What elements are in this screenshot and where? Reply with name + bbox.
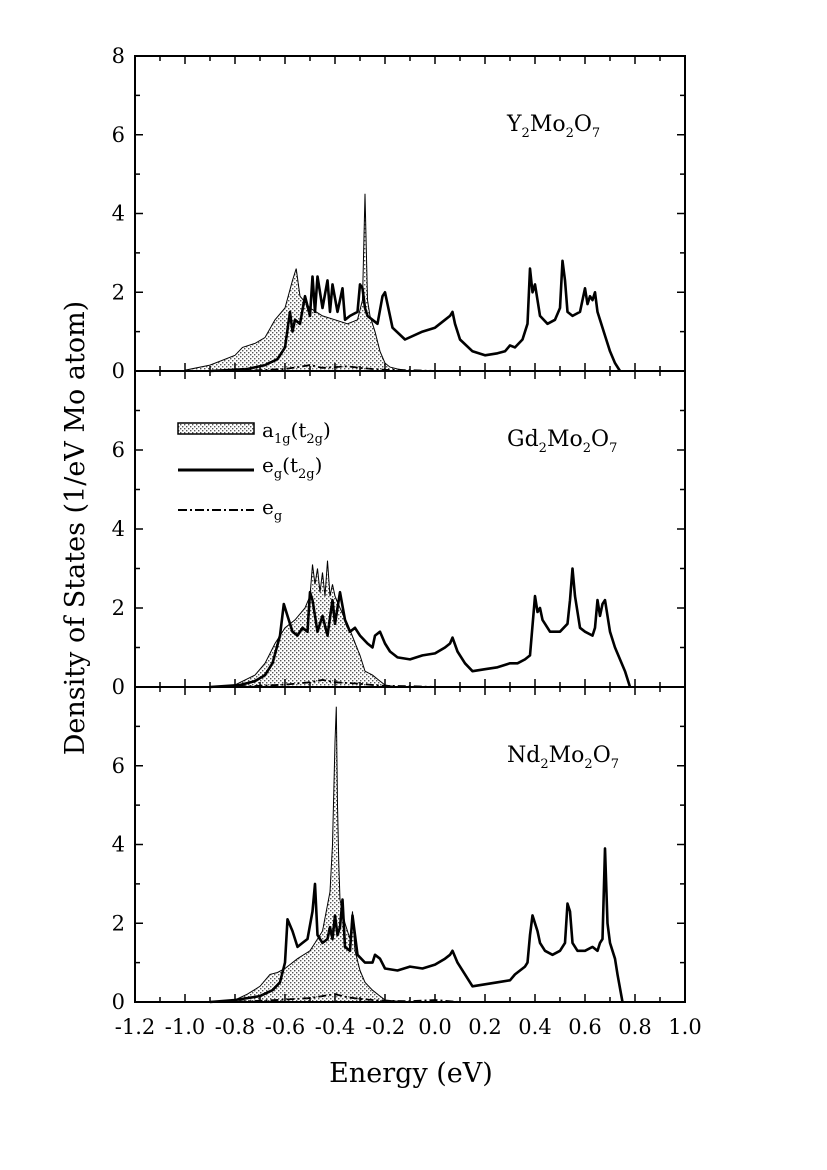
eg-t2g-line-panel-1 bbox=[209, 259, 622, 373]
x-tick-label: -1.2 bbox=[115, 1015, 156, 1039]
legend-label-eg-t2g: eg(t2g) bbox=[262, 453, 322, 482]
label-subscript: 7 bbox=[592, 126, 600, 141]
x-tick-label: 0.8 bbox=[618, 1015, 651, 1039]
label-subscript: 2 bbox=[566, 126, 574, 141]
y-tick-label: 2 bbox=[112, 596, 125, 620]
panel-label-1: Y2Mo2O7 bbox=[506, 112, 600, 141]
x-tick-label: -0.6 bbox=[265, 1015, 306, 1039]
y-tick-label: 0 bbox=[112, 990, 125, 1014]
label-element: Mo bbox=[530, 112, 566, 137]
label-subscript: 2 bbox=[584, 757, 592, 772]
x-axis-title: Energy (eV) bbox=[329, 1058, 493, 1089]
x-tick-label: 1.0 bbox=[668, 1015, 701, 1039]
panel-frame-2 bbox=[134, 370, 686, 688]
legend-label-a1g: a1g(t2g) bbox=[262, 418, 331, 447]
panel-label-2: Gd2Mo2O7 bbox=[507, 427, 617, 456]
label-subscript: 2 bbox=[583, 441, 591, 456]
y-tick-label: 8 bbox=[112, 44, 125, 68]
a1g-area-panel-2 bbox=[209, 560, 398, 688]
label-subscript: 2 bbox=[522, 126, 530, 141]
y-tick-label: 4 bbox=[112, 833, 125, 857]
x-tick-label: -0.4 bbox=[315, 1015, 356, 1039]
label-subscript: 2 bbox=[540, 757, 548, 772]
y-tick-label: 6 bbox=[112, 438, 125, 462]
x-axis-tick-labels: -1.2 -1.0 -0.8 -0.6 -0.4 -0.2 0.0 0.2 0.4 0.6 0.8 1… bbox=[115, 1015, 702, 1039]
x-tick-label: 0.4 bbox=[518, 1015, 551, 1039]
label-element: Y bbox=[506, 112, 522, 137]
y-tick-label: 4 bbox=[112, 517, 125, 541]
y-tick-label: 2 bbox=[112, 911, 125, 935]
x-tick-label: 0.2 bbox=[468, 1015, 501, 1039]
y-tick-label: 2 bbox=[112, 280, 125, 304]
a1g-area-panel-1 bbox=[184, 193, 411, 372]
label-element: Nd bbox=[507, 743, 540, 768]
label-subscript: 2 bbox=[539, 441, 547, 456]
label-subscript: 7 bbox=[611, 757, 619, 772]
legend-label-eg: eg bbox=[262, 495, 282, 524]
eg-t2g-line-panel-2 bbox=[209, 567, 632, 689]
eg-line-panel-1 bbox=[222, 364, 460, 372]
eg-t2g-line-panel-3 bbox=[209, 847, 624, 1004]
y-axis-title: Density of States (1/eV Mo atom) bbox=[60, 301, 91, 755]
x-tick-label: 0.0 bbox=[418, 1015, 451, 1039]
label-element: Gd bbox=[507, 427, 539, 452]
label-element: O bbox=[574, 112, 592, 137]
y-tick-label: 0 bbox=[112, 675, 125, 699]
x-tick-label: 0.6 bbox=[568, 1015, 601, 1039]
y-tick-label: 6 bbox=[112, 754, 125, 778]
label-subscript: 7 bbox=[609, 441, 617, 456]
x-tick-label: -0.2 bbox=[365, 1015, 406, 1039]
y-tick-label: 6 bbox=[112, 123, 125, 147]
y-tick-label: 0 bbox=[112, 359, 125, 383]
a1g-area-panel-3 bbox=[222, 706, 411, 1003]
label-element: O bbox=[591, 427, 609, 452]
label-element: O bbox=[593, 743, 611, 768]
panel-label-3: Nd2Mo2O7 bbox=[507, 743, 619, 772]
legend: a1g(t2g) eg(t2g) eg bbox=[177, 418, 331, 524]
x-tick-label: -1.0 bbox=[165, 1015, 206, 1039]
y-tick-label: 4 bbox=[112, 202, 125, 226]
x-tick-label: -0.8 bbox=[215, 1015, 256, 1039]
panel-frame-3 bbox=[134, 686, 686, 1003]
legend-swatch-a1g bbox=[177, 422, 255, 435]
label-element: Mo bbox=[547, 427, 583, 452]
label-element: Mo bbox=[549, 743, 585, 768]
